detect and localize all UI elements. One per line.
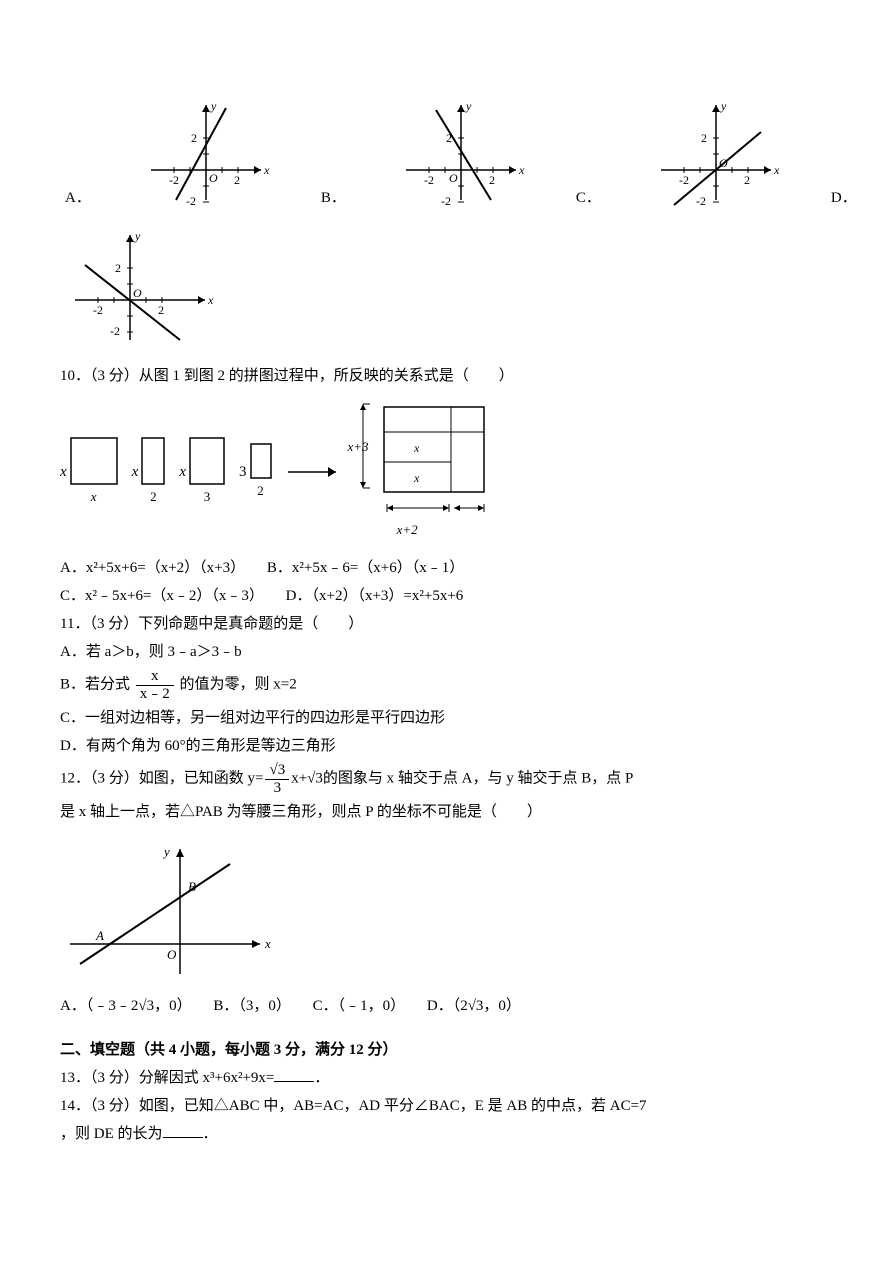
svg-text:2: 2 bbox=[701, 131, 707, 145]
q10-opt-b: B．x²+5x﹣6=（x+6）（x﹣1） bbox=[267, 556, 464, 580]
svg-text:2: 2 bbox=[489, 173, 495, 187]
graph-d: -2 2 2 -2 O x y bbox=[60, 220, 220, 350]
q10-squares: x x x 2 x 3 3 2 bbox=[60, 402, 832, 542]
q10-options-2: C．x²﹣5x+6=（x﹣2）（x﹣3） D．（x+2）（x+3）=x²+5x+… bbox=[60, 584, 832, 608]
q11-prompt: 11．（3 分）下列命题中是真命题的是（ ） bbox=[60, 612, 832, 636]
svg-text:2: 2 bbox=[115, 261, 121, 275]
svg-text:O: O bbox=[449, 171, 458, 185]
svg-text:2: 2 bbox=[234, 173, 240, 187]
graph-b: -2 2 2 -2 O x y bbox=[391, 90, 531, 210]
svg-text:-2: -2 bbox=[424, 173, 434, 187]
q9-label-c: C． bbox=[576, 186, 601, 210]
svg-text:-2: -2 bbox=[441, 194, 451, 208]
svg-text:-2: -2 bbox=[679, 173, 689, 187]
graph-a: -2 2 2 -2 O x y bbox=[136, 90, 276, 210]
q9-options-row-1: A． -2 2 2 -2 O x y B． bbox=[60, 90, 832, 210]
svg-text:x: x bbox=[518, 163, 525, 177]
q11-opt-a: A．若 a＞b，则 3﹣a＞3﹣b bbox=[60, 640, 832, 664]
svg-text:y: y bbox=[162, 844, 170, 859]
q9-label-a: A． bbox=[65, 186, 91, 210]
q9-label-b: B． bbox=[321, 186, 346, 210]
q11-opt-c: C．一组对边相等，另一组对边平行的四边形是平行四边形 bbox=[60, 706, 832, 730]
svg-text:x: x bbox=[413, 471, 420, 485]
svg-text:-2: -2 bbox=[186, 194, 196, 208]
svg-text:x: x bbox=[207, 293, 214, 307]
svg-text:O: O bbox=[167, 947, 177, 962]
q12-options: A．（﹣3﹣2√3，0） B．（3，0） C．（﹣1，0） D．（2√3，0） bbox=[60, 994, 832, 1018]
svg-text:2: 2 bbox=[191, 131, 197, 145]
section2-title: 二、填空题（共 4 小题，每小题 3 分，满分 12 分） bbox=[60, 1038, 832, 1062]
q10-opt-a: A．x²+5x+6=（x+2）（x+3） bbox=[60, 556, 245, 580]
svg-text:2: 2 bbox=[158, 303, 164, 317]
q9-label-d: D． bbox=[831, 186, 857, 210]
q14b: ，则 DE 的长为． bbox=[60, 1122, 832, 1146]
q12-prompt: 12．（3 分）如图，已知函数 y= √3 3 x+√3的图象与 x 轴交于点 … bbox=[60, 762, 832, 796]
q12-graph: O x y A B bbox=[60, 834, 832, 984]
svg-text:B: B bbox=[188, 879, 196, 894]
svg-text:x: x bbox=[413, 441, 420, 455]
svg-text:O: O bbox=[209, 171, 218, 185]
q10-opt-c: C．x²﹣5x+6=（x﹣2）（x﹣3） bbox=[60, 584, 264, 608]
blank-input-2[interactable] bbox=[163, 1123, 203, 1138]
q10-prompt: 10．（3 分）从图 1 到图 2 的拼图过程中，所反映的关系式是（ ） bbox=[60, 364, 832, 388]
q12-line2: 是 x 轴上一点，若△PAB 为等腰三角形，则点 P 的坐标不可能是（ ） bbox=[60, 800, 832, 824]
svg-text:-2: -2 bbox=[110, 324, 120, 338]
svg-text:A: A bbox=[95, 928, 104, 943]
svg-text:O: O bbox=[133, 286, 142, 300]
svg-text:y: y bbox=[720, 99, 727, 113]
q10-opt-d: D．（x+2）（x+3）=x²+5x+6 bbox=[286, 584, 464, 608]
svg-text:-2: -2 bbox=[696, 194, 706, 208]
svg-text:-2: -2 bbox=[169, 173, 179, 187]
q12-opt-a: A．（﹣3﹣2√3，0） bbox=[60, 994, 192, 1018]
svg-text:x: x bbox=[264, 936, 271, 951]
svg-text:x: x bbox=[773, 163, 780, 177]
q12-opt-d: D．（2√3，0） bbox=[427, 994, 521, 1018]
q9-options-row-2: -2 2 2 -2 O x y bbox=[60, 220, 832, 350]
q14a: 14．（3 分）如图，已知△ABC 中，AB=AC，AD 平分∠BAC，E 是 … bbox=[60, 1094, 832, 1118]
svg-text:x: x bbox=[263, 163, 270, 177]
q12-opt-c: C．（﹣1，0） bbox=[313, 994, 406, 1018]
arrow-icon bbox=[286, 460, 346, 484]
q13: 13．（3 分）分解因式 x³+6x²+9x=． bbox=[60, 1066, 832, 1090]
svg-text:2: 2 bbox=[744, 173, 750, 187]
q11-opt-b: B．若分式 x x﹣2 的值为零，则 x=2 bbox=[60, 668, 832, 702]
q11-opt-d: D．有两个角为 60°的三角形是等边三角形 bbox=[60, 734, 832, 758]
blank-input[interactable] bbox=[274, 1067, 314, 1082]
svg-text:-2: -2 bbox=[93, 303, 103, 317]
svg-text:y: y bbox=[210, 99, 217, 113]
svg-text:y: y bbox=[134, 229, 141, 243]
graph-c: -2 2 2 -2 O x y bbox=[646, 90, 786, 210]
q12-opt-b: B．（3，0） bbox=[213, 994, 291, 1018]
svg-text:y: y bbox=[465, 99, 472, 113]
q10-options-1: A．x²+5x+6=（x+2）（x+3） B．x²+5x﹣6=（x+6）（x﹣1… bbox=[60, 556, 832, 580]
